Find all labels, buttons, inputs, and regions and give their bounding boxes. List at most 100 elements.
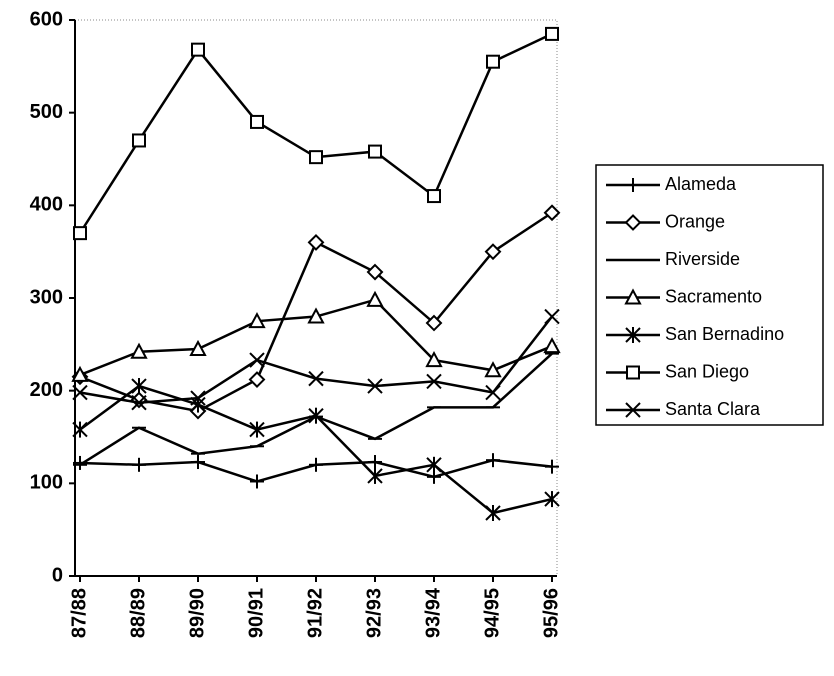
marker bbox=[484, 243, 502, 261]
marker bbox=[249, 421, 265, 438]
marker-stroke bbox=[190, 390, 206, 406]
x-tick-label: 95/96 bbox=[540, 588, 562, 638]
marker-stroke bbox=[72, 384, 88, 401]
marker bbox=[309, 150, 323, 165]
y-tick-label: 300 bbox=[30, 286, 63, 308]
marker bbox=[543, 204, 561, 222]
x-tick-label: 87/88 bbox=[68, 588, 90, 638]
marker-shape bbox=[130, 342, 148, 359]
marker-shape bbox=[543, 337, 561, 354]
marker bbox=[543, 337, 561, 354]
marker bbox=[425, 314, 443, 332]
marker-stroke bbox=[544, 308, 560, 325]
marker bbox=[625, 327, 641, 343]
legend-label: San Diego bbox=[665, 361, 749, 381]
marker-shape bbox=[624, 288, 642, 305]
marker-shape bbox=[132, 133, 146, 148]
marker-shape bbox=[425, 350, 443, 368]
marker bbox=[131, 395, 147, 411]
marker bbox=[368, 144, 382, 159]
marker-stroke bbox=[131, 395, 147, 411]
marker bbox=[368, 455, 382, 470]
marker bbox=[485, 384, 501, 401]
y-tick-label: 200 bbox=[30, 379, 63, 401]
marker-stroke bbox=[367, 378, 383, 394]
legend-label: Alameda bbox=[665, 174, 737, 194]
marker-shape bbox=[626, 365, 640, 380]
marker-shape bbox=[484, 361, 502, 378]
marker bbox=[486, 54, 500, 69]
marker-stroke bbox=[426, 373, 442, 390]
marker bbox=[307, 307, 325, 324]
marker bbox=[486, 453, 500, 468]
marker bbox=[248, 371, 266, 388]
marker-shape bbox=[543, 204, 561, 222]
marker bbox=[366, 290, 384, 307]
marker bbox=[485, 504, 501, 521]
marker bbox=[191, 42, 205, 57]
marker bbox=[190, 390, 206, 406]
marker bbox=[250, 474, 264, 489]
marker bbox=[130, 342, 148, 359]
marker-shape bbox=[189, 339, 207, 356]
marker-shape bbox=[307, 307, 325, 324]
y-tick-label: 500 bbox=[30, 101, 63, 123]
marker bbox=[71, 365, 89, 382]
marker bbox=[191, 455, 205, 470]
marker bbox=[248, 312, 266, 329]
marker-shape bbox=[307, 233, 325, 251]
marker bbox=[626, 178, 640, 192]
x-tick-label: 89/90 bbox=[186, 588, 208, 638]
x-tick-label: 93/94 bbox=[422, 587, 444, 638]
y-tick-label: 0 bbox=[52, 564, 63, 586]
plot-frame bbox=[74, 19, 558, 577]
marker bbox=[72, 384, 88, 401]
marker bbox=[308, 407, 324, 424]
marker-shape bbox=[250, 114, 264, 129]
marker bbox=[250, 114, 264, 129]
legend-label: Riverside bbox=[665, 249, 740, 269]
marker bbox=[545, 459, 559, 474]
marker-shape bbox=[191, 42, 205, 57]
marker-shape bbox=[71, 365, 89, 382]
marker bbox=[545, 26, 559, 41]
marker-shape bbox=[486, 54, 500, 69]
marker bbox=[309, 457, 323, 472]
marker-shape bbox=[309, 150, 323, 165]
marker bbox=[308, 370, 324, 387]
marker bbox=[73, 226, 87, 241]
marker-stroke bbox=[249, 352, 265, 368]
marker-shape bbox=[484, 243, 502, 261]
marker bbox=[544, 491, 560, 508]
marker-shape bbox=[366, 263, 384, 281]
marker-stroke bbox=[625, 402, 641, 418]
marker bbox=[307, 233, 325, 251]
marker-shape bbox=[130, 391, 148, 409]
marker bbox=[626, 365, 640, 380]
marker-shape bbox=[427, 189, 441, 204]
y-tick-label: 400 bbox=[30, 194, 63, 216]
marker-shape bbox=[425, 314, 443, 332]
legend-label: Sacramento bbox=[665, 286, 762, 306]
marker-shape bbox=[624, 214, 642, 231]
marker bbox=[426, 456, 442, 473]
legend-label: Santa Clara bbox=[665, 399, 761, 419]
series-line bbox=[79, 384, 553, 515]
marker-stroke bbox=[308, 370, 324, 387]
marker-shape bbox=[366, 290, 384, 307]
x-tick-label: 91/92 bbox=[304, 588, 326, 638]
y-tick-label: 600 bbox=[30, 8, 63, 30]
marker bbox=[544, 308, 560, 325]
y-tick-label: 100 bbox=[30, 472, 63, 494]
marker-shape bbox=[248, 312, 266, 329]
x-tick-label: 88/89 bbox=[127, 588, 149, 638]
x-tick-label: 90/91 bbox=[245, 588, 267, 638]
x-tick-label: 92/93 bbox=[363, 588, 385, 638]
marker bbox=[366, 263, 384, 281]
marker bbox=[130, 391, 148, 409]
marker bbox=[624, 214, 642, 231]
marker-shape bbox=[73, 226, 87, 241]
marker bbox=[367, 378, 383, 394]
marker bbox=[72, 421, 88, 438]
